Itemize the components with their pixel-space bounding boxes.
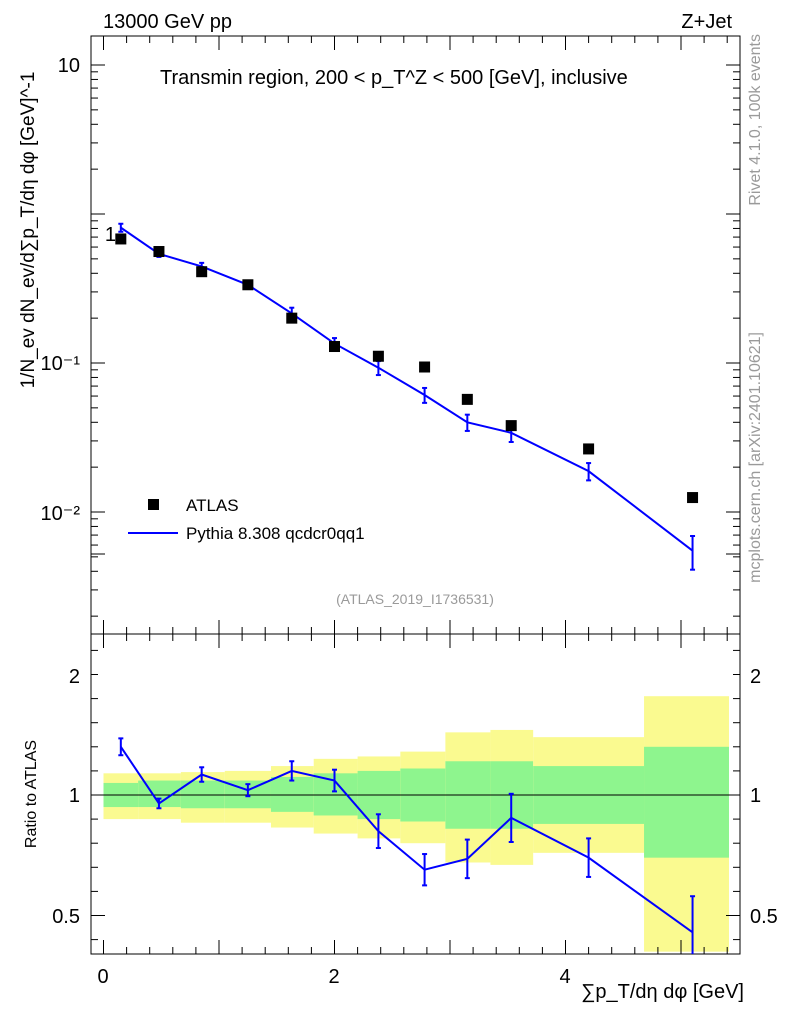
process-label: Z+Jet <box>681 11 732 33</box>
ratio-uncertainty-bands <box>103 696 729 952</box>
legend-label-pythia: Pythia 8.308 qcdcr0qq1 <box>186 524 365 543</box>
ratio-inner-band <box>180 780 225 809</box>
ratio-inner-band <box>270 776 314 812</box>
y-tick-label-10: 10 <box>58 55 80 77</box>
legend-label-atlas: ATLAS <box>186 496 239 515</box>
ratio-y-tick-label-1-right: 1 <box>750 785 761 807</box>
y-axis-title: 1/N_ev dN_ev/d∑p_T/dη dφ [GeV]^-1 <box>18 72 39 389</box>
atlas-data-point <box>153 246 165 258</box>
atlas-data-point <box>286 312 298 324</box>
y-tick-label-1: 1 <box>105 224 116 246</box>
legend-marker-atlas <box>148 499 159 510</box>
ratio-axis-ticks <box>91 553 740 954</box>
ratio-y-tick-label-1-left: 1 <box>69 785 80 807</box>
pythia-line <box>120 226 694 552</box>
y-tick-label-0.1: 10⁻¹ <box>41 353 81 375</box>
atlas-data-point <box>242 279 254 291</box>
atlas-data-point <box>583 443 595 455</box>
main-plot-frame <box>90 35 741 635</box>
atlas-data-point <box>687 492 699 504</box>
atlas-data-point <box>505 420 517 432</box>
ratio-inner-band <box>644 746 729 858</box>
x-tick-label-0: 0 <box>97 966 108 988</box>
atlas-data-point <box>196 266 208 278</box>
chart-title: Transmin region, 200 < p_T^Z < 500 [GeV]… <box>160 67 628 89</box>
atlas-data-point <box>372 350 384 362</box>
rivet-version-label: Rivet 4.1.0, 100k events <box>747 34 764 206</box>
energy-label: 13000 GeV pp <box>103 11 232 33</box>
ratio-plot-marks <box>118 737 696 954</box>
ratio-y-tick-label-2-right: 2 <box>750 666 761 688</box>
x-tick-label-2: 2 <box>328 966 339 988</box>
ratio-plot-panel: 2 1 0.5 2 1 0.5 Ratio to ATLAS 0 2 4 ∑p_… <box>23 553 778 1003</box>
atlas-data-point <box>419 361 431 373</box>
ratio-y-axis-title: Ratio to ATLAS <box>23 740 40 848</box>
legend: ATLAS Pythia 8.308 qcdcr0qq1 <box>128 496 365 543</box>
x-tick-label-4: 4 <box>559 966 570 988</box>
atlas-data-point <box>329 341 340 353</box>
ratio-line <box>119 746 694 934</box>
ratio-y-tick-label-2-left: 2 <box>69 666 80 688</box>
mcplots-label: mcplots.cern.ch [arXiv:2401.10621] <box>747 332 764 583</box>
atlas-data-point <box>115 233 127 245</box>
y-tick-label-0.01: 10⁻² <box>41 503 81 525</box>
analysis-watermark: (ATLAS_2019_I1736531) <box>336 591 494 607</box>
main-plot-panel: 1 10 10⁻¹ 10⁻² Transmin region, 200 < p_… <box>18 35 741 635</box>
main-plot-marks <box>115 222 699 571</box>
main-axis-ticks <box>91 36 740 634</box>
ratio-inner-band <box>313 773 358 816</box>
ratio-y-tick-label-0.5-left: 0.5 <box>52 906 80 928</box>
ratio-plot-frame <box>90 633 741 955</box>
x-axis-title: ∑p_T/dη dφ [GeV] <box>581 981 744 1003</box>
atlas-data-point <box>461 393 473 405</box>
ratio-y-tick-label-0.5-right: 0.5 <box>750 906 778 928</box>
